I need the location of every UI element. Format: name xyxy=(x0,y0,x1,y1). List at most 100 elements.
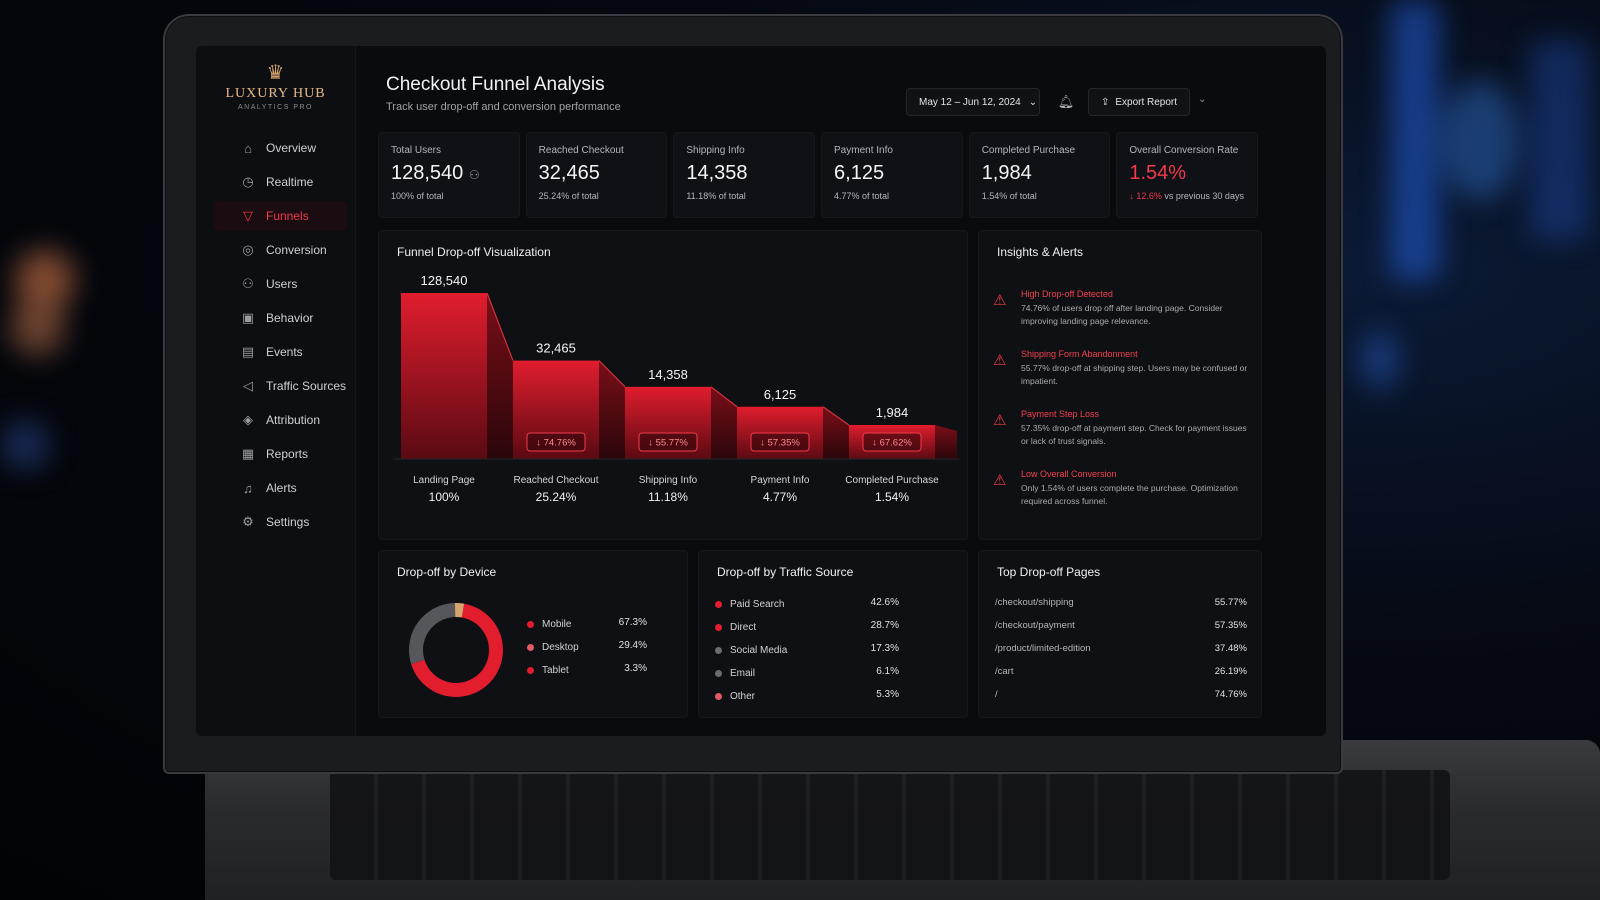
funnel-category-label: Reached Checkout xyxy=(513,475,598,486)
kpi-card-reached-checkout[interactable]: Reached Checkout 32,465 25.24% of total xyxy=(525,132,668,218)
sidebar-item-behavior[interactable]: ▣ Behavior xyxy=(214,303,347,333)
funnel-connector xyxy=(711,386,737,459)
funnel-category-label: Landing Page xyxy=(413,475,475,486)
kpi-label: Completed Purchase xyxy=(981,145,1076,156)
traffic-legend-item: Social Media xyxy=(715,645,787,656)
bokeh-light xyxy=(10,300,65,355)
funnel-percent-label: 1.54% xyxy=(875,490,909,504)
sidebar-item-funnels[interactable]: ▽ Funnels xyxy=(214,201,347,231)
funnel-value-label: 14,358 xyxy=(648,367,688,382)
dropoff-badge-label: ↓ 57.35% xyxy=(760,438,800,449)
dropoff-badge-label: ↓ 74.76% xyxy=(536,438,576,449)
funnel-panel-title: Funnel Drop-off Visualization xyxy=(397,245,551,259)
behavior-icon: ▣ xyxy=(241,310,255,325)
funnel-percent-label: 100% xyxy=(429,490,460,504)
kpi-label: Overall Conversion Rate xyxy=(1129,145,1239,156)
clock-icon: ◷ xyxy=(242,174,254,189)
attribution-icon: ◈ xyxy=(243,412,253,427)
brand-subtitle: ANALYTICS PRO xyxy=(238,104,313,111)
funnel-value-label: 6,125 xyxy=(764,387,797,402)
page-row[interactable]: /product/limited-edition 37.48% xyxy=(995,643,1247,654)
export-report-button[interactable]: ⇪ Export Report xyxy=(1088,88,1190,116)
chevron-down-icon: ⌄ xyxy=(1028,96,1038,108)
device-legend-item: Tablet xyxy=(527,665,569,676)
warning-icon: ⚠ xyxy=(993,292,1007,309)
traffic-pct: 5.3% xyxy=(876,689,899,700)
alert-text: 55.77% drop-off at shipping step. Users … xyxy=(1021,363,1248,386)
bell-icon: ♫ xyxy=(243,480,253,496)
laptop-keyboard xyxy=(330,770,1450,880)
sidebar-item-users[interactable]: ⚇ Users xyxy=(214,269,347,299)
kpi-label: Reached Checkout xyxy=(538,145,624,156)
dropoff-badge xyxy=(750,432,810,452)
kpi-value: 128,540 ⚇ xyxy=(391,162,480,184)
funnel-connector xyxy=(487,293,513,459)
sidebar-item-conversion[interactable]: ◎ Conversion xyxy=(214,235,347,265)
reports-icon: ▦ xyxy=(241,446,255,461)
funnel-percent-label: 11.18% xyxy=(648,490,688,504)
date-range-label: May 12 – Jun 12, 2024 xyxy=(919,96,1021,108)
alert-item[interactable]: ⚠ High Drop-off Detected 74.76% of users… xyxy=(993,289,1253,328)
funnel-icon: ▽ xyxy=(243,208,253,223)
sidebar-item-overview[interactable]: ⌂ Overview xyxy=(214,133,347,163)
export-label: Export Report xyxy=(1115,96,1178,108)
funnel-category-label: Completed Purchase xyxy=(845,475,939,486)
alert-item[interactable]: ⚠ Low Overall Conversion Only 1.54% of u… xyxy=(993,469,1253,508)
sidebar-item-realtime[interactable]: ◷ Realtime xyxy=(214,167,347,197)
traffic-legend-item: Email xyxy=(715,668,755,679)
sidebar-item-label: Conversion xyxy=(266,243,327,257)
device-panel: Drop-off by Device Mobile 67.3% Desktop … xyxy=(378,550,688,718)
sidebar-item-attribution[interactable]: ◈ Attribution xyxy=(214,405,347,435)
sidebar-item-label: Behavior xyxy=(266,311,314,325)
page-row[interactable]: /checkout/shipping 55.77% xyxy=(995,597,1247,608)
funnel-chart: 128,540 Landing Page 100% 32,465 Reached Che… xyxy=(393,273,959,504)
alert-title: Shipping Form Abandonment xyxy=(1021,349,1138,359)
kpi-card-overall-conversion[interactable]: Overall Conversion Rate 1.54% ↓ 12.6% vs… xyxy=(1116,132,1259,218)
sidebar-item-traffic-sources[interactable]: ◁ Traffic Sources xyxy=(214,371,347,401)
sidebar-item-label: Traffic Sources xyxy=(266,379,347,393)
device-title: Drop-off by Device xyxy=(397,565,497,579)
legend-dot xyxy=(715,624,722,631)
alert-item[interactable]: ⚠ Payment Step Loss 57.35% drop-off at p… xyxy=(993,409,1253,448)
kpi-sub: 25.24% of total xyxy=(538,191,599,201)
funnel-category-label: Shipping Info xyxy=(639,475,698,486)
alert-item[interactable]: ⚠ Shipping Form Abandonment 55.77% drop-… xyxy=(993,349,1253,388)
kpi-card-shipping-info[interactable]: Shipping Info 14,358 11.18% of total xyxy=(673,132,816,218)
sidebar-item-settings[interactable]: ⚙ Settings xyxy=(214,507,347,537)
kpi-card-payment-info[interactable]: Payment Info 6,125 4.77% of total xyxy=(821,132,963,218)
kpi-card-completed-purchase[interactable]: Completed Purchase 1,984 1.54% of total xyxy=(968,132,1111,218)
sidebar-item-label: Funnels xyxy=(266,209,309,223)
funnel-percent-label: 4.77% xyxy=(763,490,797,504)
export-icon: ⇪ xyxy=(1100,96,1110,108)
donut-slice xyxy=(409,603,503,697)
kpi-sub: ↓ 12.6% vs previous 30 days xyxy=(1129,191,1245,201)
kpi-value: 1,984 xyxy=(981,162,1032,184)
date-range-picker[interactable]: May 12 – Jun 12, 2024 ⌄ xyxy=(906,88,1040,116)
dropoff-badge xyxy=(526,432,586,452)
funnel-percent-label: 25.24% xyxy=(536,490,577,504)
alert-text: 74.76% of users drop off after landing p… xyxy=(1021,303,1223,326)
home-icon: ⌂ xyxy=(244,140,252,156)
traffic-title: Drop-off by Traffic Source xyxy=(717,565,854,579)
sidebar-item-label: Users xyxy=(266,277,298,291)
legend-dot xyxy=(527,644,534,651)
sidebar-item-reports[interactable]: ▦ Reports xyxy=(214,439,347,469)
page-row[interactable]: /74.76% xyxy=(995,689,1247,700)
sidebar-item-events[interactable]: ▤ Events xyxy=(214,337,347,367)
kpi-card-total-users[interactable]: Total Users 128,540 ⚇ 100% of total xyxy=(378,132,520,218)
notification-bell-icon[interactable]: 🔔︎ xyxy=(1057,94,1075,109)
funnel-connector-edge xyxy=(822,406,850,426)
page-title: Checkout Funnel Analysis xyxy=(386,74,605,95)
megaphone-icon: ◁ xyxy=(243,378,253,393)
more-options-chevron-icon[interactable]: ⌄ xyxy=(1198,94,1207,105)
sidebar: ♛ LUXURY HUB ANALYTICS PRO ⌂ Overview ◷ Re… xyxy=(196,46,356,736)
kpi-value: 1.54% xyxy=(1129,162,1187,184)
brand-logo[interactable]: ♛ LUXURY HUB ANALYTICS PRO xyxy=(196,46,355,111)
sidebar-item-label: Alerts xyxy=(266,481,297,495)
sidebar-item-label: Realtime xyxy=(266,175,314,189)
page-row[interactable]: /cart 26.19% xyxy=(995,666,1247,677)
sidebar-item-alerts[interactable]: ♫ Alerts xyxy=(214,473,347,503)
page-subtitle: Track user drop-off and conversion perfo… xyxy=(386,101,621,113)
page-row[interactable]: /checkout/payment 57.35% xyxy=(995,620,1247,631)
legend-dot xyxy=(715,670,722,677)
